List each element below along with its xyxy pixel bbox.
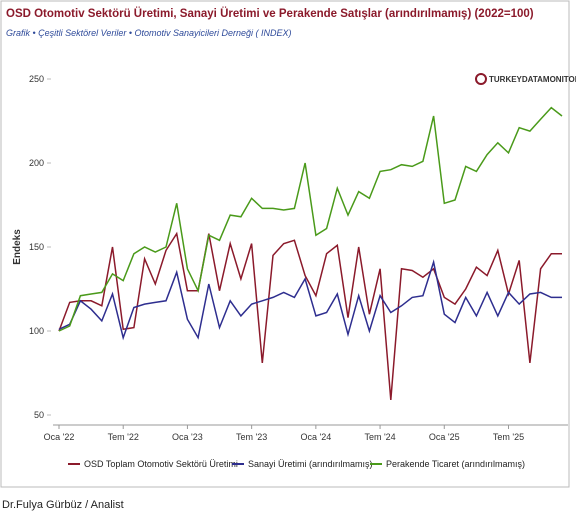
legend-label: OSD Toplam Otomotiv Sektörü Üretimi [84,459,238,469]
x-tick-label: Tem '22 [108,432,139,442]
y-tick-label: 150 [29,242,44,252]
y-tick-label: 50 [34,410,44,420]
x-tick-label: Oca '25 [429,432,460,442]
x-tick-label: Oca '24 [300,432,331,442]
y-tick-label: 100 [29,326,44,336]
series-line [58,106,563,332]
x-tick-label: Oca '22 [44,432,75,442]
legend-label: Perakende Ticaret (arındırılmamış) [386,459,525,469]
x-tick-label: Oca '23 [172,432,203,442]
watermark: TURKEYDATAMONITOR [489,75,576,84]
series-line [58,231,562,400]
chart-frame [0,0,570,488]
series-line [58,259,562,341]
y-tick-label: 200 [29,158,44,168]
chart-title: OSD Otomotiv Sektörü Üretimi, Sanayi Üre… [6,7,534,20]
footer: Dr.Fulya Gürbüz / Analist [2,499,124,511]
x-tick-label: Tem '23 [236,432,267,442]
legend-label: Sanayi Üretimi (arındırılmamış) [248,459,373,469]
y-axis-label: Endeks [12,229,23,265]
x-tick-label: Tem '25 [493,432,524,442]
logo-icon [475,73,487,85]
y-tick-label: 250 [29,74,44,84]
x-tick-label: Tem '24 [364,432,395,442]
chart-subtitle: Grafik • Çeşitli Sektörel Veriler • Otom… [6,28,292,38]
